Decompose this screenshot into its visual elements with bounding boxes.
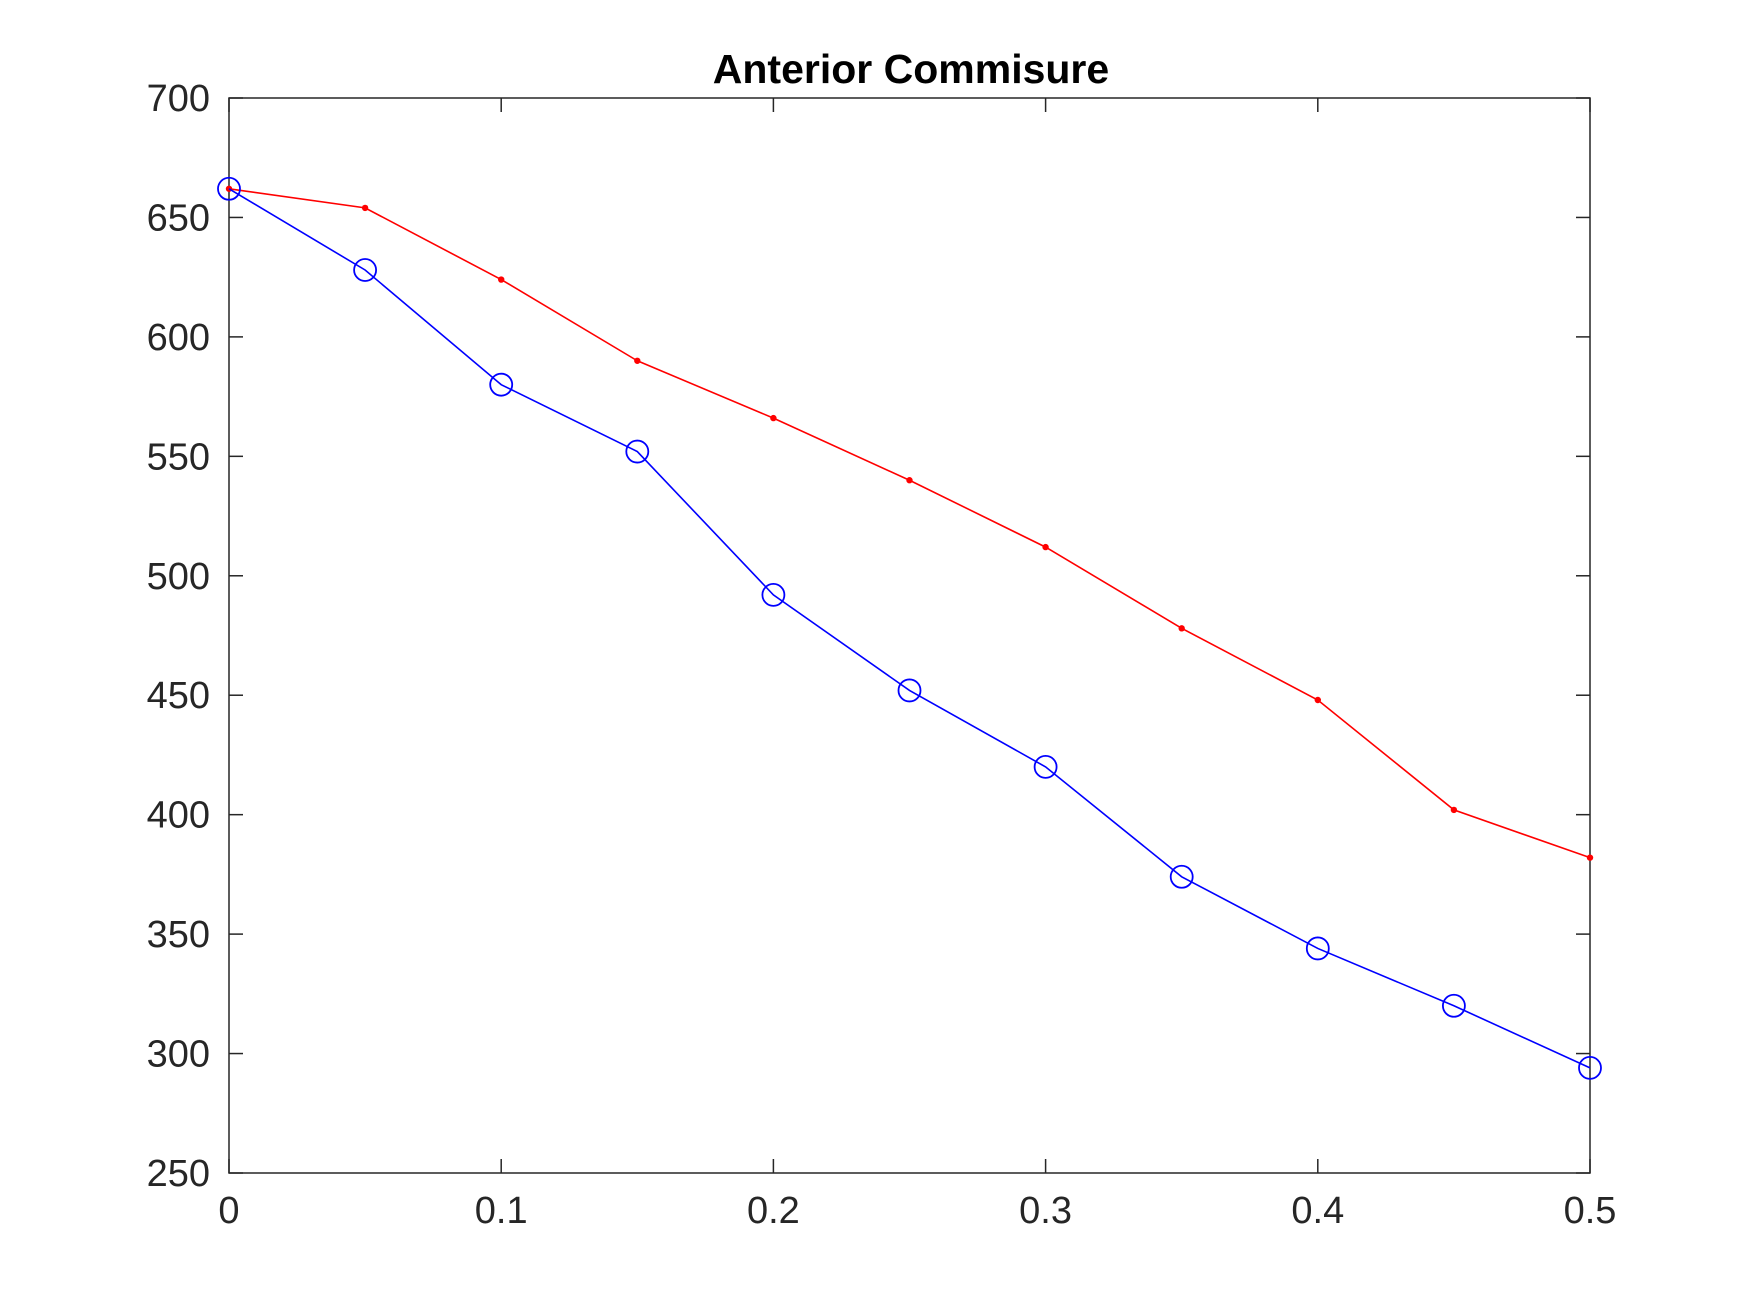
series-2-marker xyxy=(625,439,650,464)
series-2-marker xyxy=(217,176,241,201)
series-1-marker xyxy=(1450,806,1458,814)
y-tick-label: 650 xyxy=(147,197,210,239)
x-tick-label: 0.1 xyxy=(475,1190,528,1232)
axes-box xyxy=(228,97,1591,1174)
plot-area: 0 0.1 0.2 0.3 0.4 0.5 250 300 350 400 450 500 550 600… xyxy=(147,78,1617,1232)
y-tick-label: 250 xyxy=(147,1153,210,1195)
series-1-marker xyxy=(634,357,641,364)
series-1-marker xyxy=(1314,696,1322,704)
x-tick-label: 0 xyxy=(218,1190,239,1232)
series-1-marker xyxy=(1042,543,1049,551)
series-line-1 xyxy=(228,187,1591,859)
series-1-marker xyxy=(361,204,369,212)
series-1-marker xyxy=(1178,625,1185,632)
series-1-marker xyxy=(1586,854,1594,861)
y-tick-label: 300 xyxy=(147,1034,210,1076)
x-tick-label: 0.5 xyxy=(1564,1190,1617,1232)
y-tick-label: 600 xyxy=(147,317,210,359)
series-2-marker xyxy=(1305,936,1330,961)
series-line-2 xyxy=(228,188,1591,1069)
series-2-marker xyxy=(1033,754,1058,779)
y-tick-label: 450 xyxy=(147,675,210,717)
series-2-marker xyxy=(353,258,378,282)
y-tick-label: 550 xyxy=(147,436,210,478)
x-tick-label: 0.3 xyxy=(1019,1190,1072,1232)
chart-title: Anterior Commisure xyxy=(713,46,1109,92)
series-2-marker xyxy=(1169,864,1194,889)
series-2-marker xyxy=(897,678,922,703)
series-2-marker xyxy=(1578,1055,1602,1080)
y-tick-label: 500 xyxy=(147,556,210,598)
series-2-marker xyxy=(1442,993,1466,1018)
series-1-marker xyxy=(906,477,913,484)
x-tick-label: 0.2 xyxy=(747,1190,800,1232)
y-tick-label: 700 xyxy=(147,78,210,120)
series-2-marker xyxy=(761,582,786,607)
series-1-marker xyxy=(498,276,505,283)
y-tick-label: 400 xyxy=(147,795,210,837)
series-2-marker xyxy=(489,372,514,397)
y-tick-label: 350 xyxy=(147,914,210,956)
series-1-marker xyxy=(770,414,777,422)
x-tick-label: 0.4 xyxy=(1291,1190,1344,1232)
